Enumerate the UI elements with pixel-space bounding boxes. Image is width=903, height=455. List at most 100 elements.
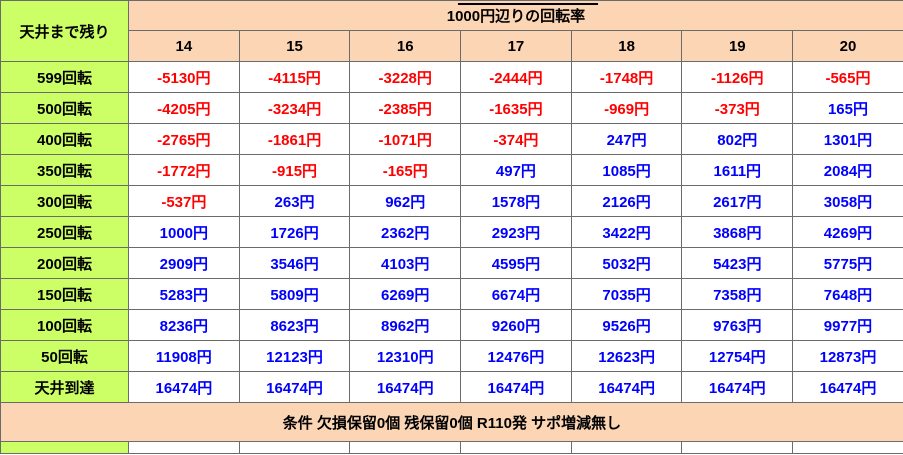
column-header-14: 14 [128,30,240,62]
value-cell: 2923円 [460,216,572,248]
column-header-15: 15 [238,30,351,62]
partial-cell [349,441,462,454]
value-cell: 3868円 [681,216,794,248]
row-label: 599回転 [0,61,129,93]
value-cell: -1748円 [570,61,683,93]
value-cell: -537円 [128,185,240,217]
stray-border-line [458,3,598,5]
value-cell: 8962円 [349,309,462,341]
value-cell: 9977円 [792,309,903,341]
value-cell: 9260円 [460,309,572,341]
value-cell: -3228円 [349,61,462,93]
value-cell: -373円 [681,92,794,124]
value-cell: -2385円 [349,92,462,124]
table-row: 350回転 -1772円 -915円 -165円 497円 1085円 1611… [0,154,903,186]
value-cell: 12123円 [238,340,351,372]
condition-note: 条件 欠損保留0個 残保留0個 R110発 サポ増減無し [0,402,903,442]
value-cell: 2362円 [349,216,462,248]
value-cell: 7648円 [792,278,903,310]
value-cell: -374円 [460,123,572,155]
value-cell: 16474円 [570,371,683,403]
row-label: 500回転 [0,92,129,124]
value-cell: 247円 [570,123,683,155]
value-cell: 7035円 [570,278,683,310]
value-cell: 3422円 [570,216,683,248]
value-cell: 7358円 [681,278,794,310]
title-row: 天井まで残り 1000円辺りの回転率 [0,0,903,62]
value-cell: 16474円 [792,371,903,403]
row-label: 50回転 [0,340,129,372]
table-row: 200回転 2909円 3546円 4103円 4595円 5032円 5423… [0,247,903,279]
value-cell: 2084円 [792,154,903,186]
table-row: 400回転 -2765円 -1861円 -1071円 -374円 247円 80… [0,123,903,155]
value-cell: 2909円 [128,247,240,279]
row-label: 300回転 [0,185,129,217]
value-cell: -1071円 [349,123,462,155]
value-cell: 1726円 [238,216,351,248]
value-cell: 5809円 [238,278,351,310]
value-cell: 16474円 [238,371,351,403]
value-cell: 165円 [792,92,903,124]
value-cell: 12310円 [349,340,462,372]
value-cell: 6269円 [349,278,462,310]
value-cell: -2444円 [460,61,572,93]
value-cell: 5423円 [681,247,794,279]
value-cell: 497円 [460,154,572,186]
column-header-16: 16 [349,30,462,62]
value-cell: 3058円 [792,185,903,217]
value-cell: 1000円 [128,216,240,248]
condition-row: 条件 欠損保留0個 残保留0個 R110発 サポ増減無し [0,402,903,442]
value-cell: -1126円 [681,61,794,93]
value-cell: 12476円 [460,340,572,372]
value-cell: 2617円 [681,185,794,217]
value-cell: 1085円 [570,154,683,186]
table-row: 100回転 8236円 8623円 8962円 9260円 9526円 9763… [0,309,903,341]
value-cell: 962円 [349,185,462,217]
table-row: 天井到達 16474円 16474円 16474円 16474円 16474円 … [0,371,903,403]
value-cell: 5283円 [128,278,240,310]
value-cell: 8623円 [238,309,351,341]
value-cell: -3234円 [238,92,351,124]
table-row: 500回転 -4205円 -3234円 -2385円 -1635円 -969円 … [0,92,903,124]
row-label: 400回転 [0,123,129,155]
value-cell: -915円 [238,154,351,186]
value-cell: 1578円 [460,185,572,217]
value-cell: 802円 [681,123,794,155]
partial-cell [128,441,240,454]
partial-row [0,441,903,454]
column-header-20: 20 [792,30,903,62]
value-cell: -1861円 [238,123,351,155]
table-row: 300回転 -537円 263円 962円 1578円 2126円 2617円 … [0,185,903,217]
value-cell: 4103円 [349,247,462,279]
table-row: 250回転 1000円 1726円 2362円 2923円 3422円 3868… [0,216,903,248]
partial-row-label [0,441,129,454]
value-cell: 12873円 [792,340,903,372]
partial-cell [792,441,903,454]
partial-cell [238,441,351,454]
value-cell: 9763円 [681,309,794,341]
value-cell: -165円 [349,154,462,186]
row-label: 150回転 [0,278,129,310]
row-label: 天井到達 [0,371,129,403]
value-cell: 4269円 [792,216,903,248]
value-cell: -5130円 [128,61,240,93]
value-cell: 12754円 [681,340,794,372]
table-row: 50回転 11908円 12123円 12310円 12476円 12623円 … [0,340,903,372]
value-cell: -565円 [792,61,903,93]
row-label: 100回転 [0,309,129,341]
value-cell: 9526円 [570,309,683,341]
value-cell: -1772円 [128,154,240,186]
value-cell: -1635円 [460,92,572,124]
value-cell: 5775円 [792,247,903,279]
value-cell: 5032円 [570,247,683,279]
value-cell: 2126円 [570,185,683,217]
value-cell: 11908円 [128,340,240,372]
value-cell: 1301円 [792,123,903,155]
row-label: 200回転 [0,247,129,279]
value-cell: -2765円 [128,123,240,155]
column-header-row: 14 15 16 17 18 19 20 [1,30,903,62]
value-cell: 6674円 [460,278,572,310]
value-cell: -4205円 [128,92,240,124]
value-cell: -969円 [570,92,683,124]
